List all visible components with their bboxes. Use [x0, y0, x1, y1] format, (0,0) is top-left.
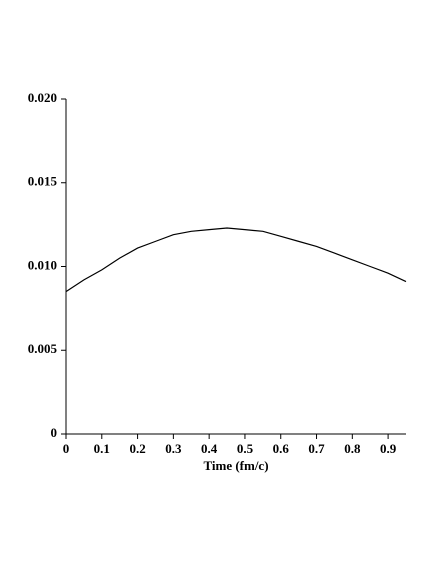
x-tick-label: 0.4	[201, 441, 218, 456]
x-tick-label: 0.1	[94, 441, 110, 456]
x-axis-label: Time (fm/c)	[203, 458, 268, 473]
x-tick-label: 0.6	[273, 441, 290, 456]
y-tick-label: 0	[51, 425, 58, 440]
y-tick-label: 0.005	[28, 341, 58, 356]
x-tick-label: 0.7	[308, 441, 325, 456]
x-tick-label: 0.3	[165, 441, 182, 456]
x-tick-label: 0.8	[344, 441, 361, 456]
y-tick-label: 0.010	[28, 257, 57, 272]
x-tick-label: 0.5	[237, 441, 254, 456]
y-tick-label: 0.020	[28, 90, 57, 105]
y-tick-label: 0.015	[28, 174, 58, 189]
x-tick-label: 0	[63, 441, 70, 456]
x-tick-label: 0.2	[129, 441, 145, 456]
x-tick-label: 0.9	[380, 441, 397, 456]
line-series	[65, 227, 407, 293]
